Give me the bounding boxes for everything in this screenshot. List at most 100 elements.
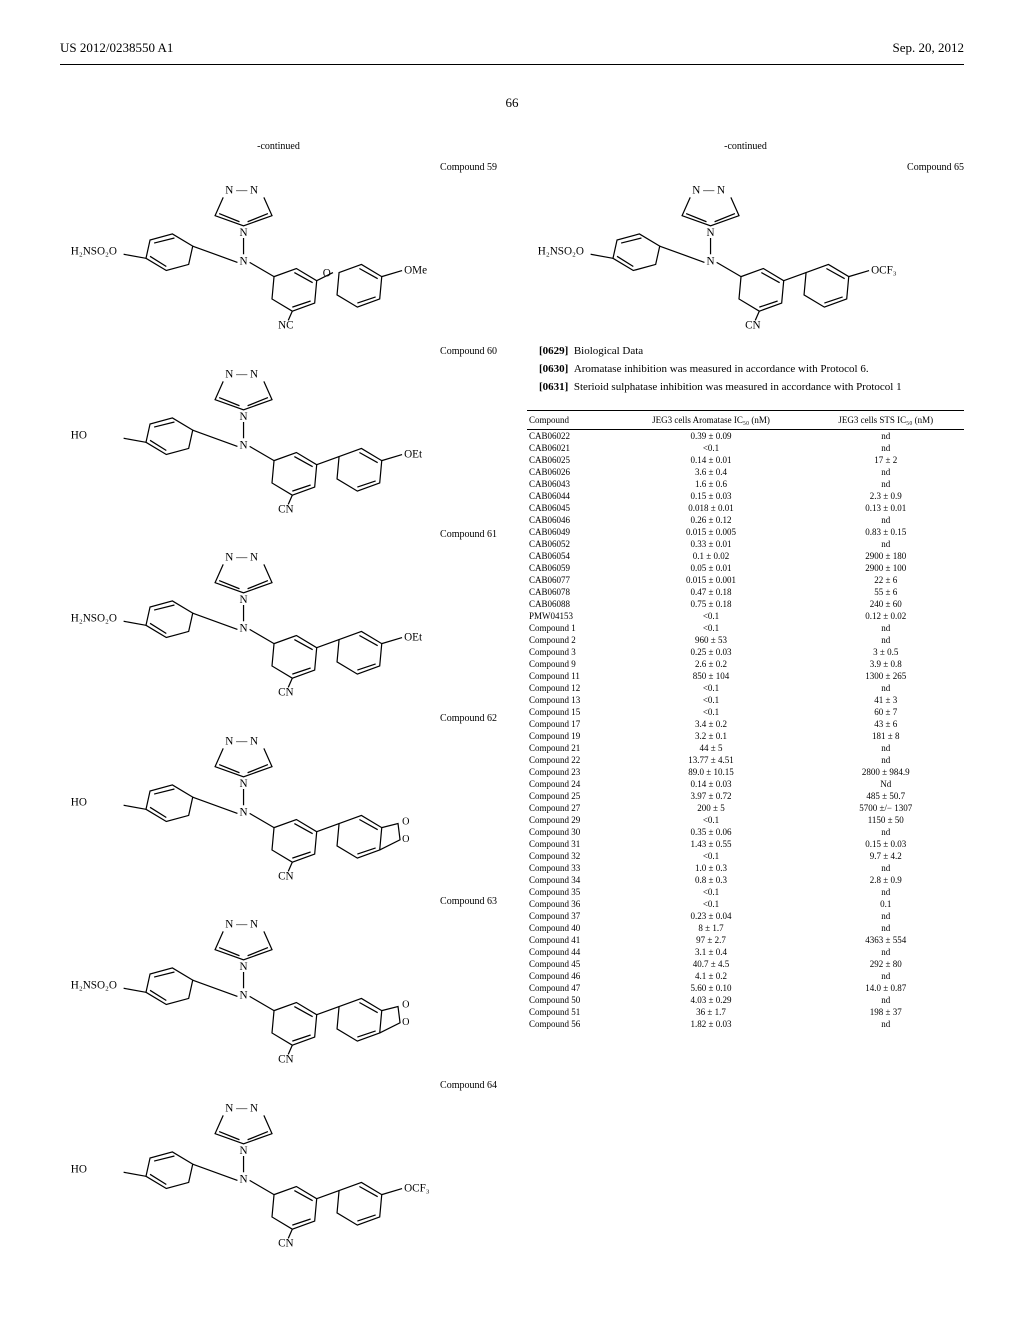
table-cell: Compound 36 [527, 898, 615, 910]
table-row: CAB060460.26 ± 0.12nd [527, 514, 964, 526]
svg-text:OEt: OEt [404, 632, 423, 644]
table-cell: 0.018 ± 0.01 [615, 502, 808, 514]
table-cell: nd [807, 538, 964, 550]
table-cell: 1.43 ± 0.55 [615, 838, 808, 850]
table-row: PMW04153<0.10.12 ± 0.02 [527, 610, 964, 622]
table-cell: 4.1 ± 0.2 [615, 970, 808, 982]
table-cell: nd [807, 478, 964, 490]
chemical-structure: N — N N N HO CN OCF₃ [60, 1093, 497, 1251]
svg-text:CN: CN [278, 1237, 294, 1249]
table-cell: nd [807, 1018, 964, 1030]
paragraph: [0631] Sterioid sulphatase inhibition wa… [527, 380, 964, 394]
table-cell: Compound 51 [527, 1006, 615, 1018]
svg-text:NC: NC [278, 319, 294, 331]
table-cell: PMW04153 [527, 610, 615, 622]
table-row: Compound 253.97 ± 0.72485 ± 50.7 [527, 790, 964, 802]
svg-text:CN: CN [278, 870, 294, 882]
table-cell: Compound 29 [527, 814, 615, 826]
table-cell: CAB06059 [527, 562, 615, 574]
svg-text:CN: CN [278, 1054, 294, 1066]
table-cell: 0.47 ± 0.18 [615, 586, 808, 598]
table-cell: 0.26 ± 0.12 [615, 514, 808, 526]
table-cell: Compound 31 [527, 838, 615, 850]
table-cell: 9.7 ± 4.2 [807, 850, 964, 862]
table-cell: 3 ± 0.5 [807, 646, 964, 658]
table-cell: 4363 ± 554 [807, 934, 964, 946]
table-cell: 0.23 ± 0.04 [615, 910, 808, 922]
table-cell: 2.3 ± 0.9 [807, 490, 964, 502]
svg-text:O: O [402, 1000, 409, 1011]
table-cell: nd [807, 862, 964, 874]
table-cell: nd [807, 910, 964, 922]
para-number: [0629] [539, 345, 568, 357]
table-cell: Compound 40 [527, 922, 615, 934]
svg-text:N — N: N — N [225, 1102, 258, 1114]
table-row: Compound 15<0.160 ± 7 [527, 706, 964, 718]
table-cell: <0.1 [615, 442, 808, 454]
table-cell: 0.13 ± 0.01 [807, 502, 964, 514]
table-cell: CAB06078 [527, 586, 615, 598]
table-cell: nd [807, 922, 964, 934]
table-cell: 22 ± 6 [807, 574, 964, 586]
table-cell: 198 ± 37 [807, 1006, 964, 1018]
svg-text:CN: CN [278, 503, 294, 515]
table-row: Compound 13<0.141 ± 3 [527, 694, 964, 706]
svg-text:N: N [239, 961, 247, 973]
table-cell: 240 ± 60 [807, 598, 964, 610]
two-column-layout: -continued Compound 59 N — N N N H₂NSO₂O… [60, 141, 964, 1257]
table-cell: CAB06043 [527, 478, 615, 490]
table-row: CAB060490.015 ± 0.0050.83 ± 0.15 [527, 526, 964, 538]
table-cell: <0.1 [615, 850, 808, 862]
table-cell: Compound 30 [527, 826, 615, 838]
table-row: Compound 92.6 ± 0.23.9 ± 0.8 [527, 658, 964, 670]
svg-text:OCF₃: OCF₃ [871, 265, 897, 277]
table-cell: 2.8 ± 0.9 [807, 874, 964, 886]
table-cell: 3.1 ± 0.4 [615, 946, 808, 958]
svg-text:O: O [402, 816, 409, 827]
table-row: Compound 32<0.19.7 ± 4.2 [527, 850, 964, 862]
table-cell: Compound 32 [527, 850, 615, 862]
table-cell: CAB06046 [527, 514, 615, 526]
svg-text:OCF₃: OCF₃ [404, 1182, 430, 1194]
svg-text:H₂NSO₂O: H₂NSO₂O [538, 245, 584, 257]
svg-text:N — N: N — N [225, 368, 258, 380]
table-row: Compound 12<0.1nd [527, 682, 964, 694]
svg-text:H₂NSO₂O: H₂NSO₂O [71, 612, 117, 624]
table-cell: 2900 ± 100 [807, 562, 964, 574]
svg-text:N: N [239, 410, 247, 422]
table-cell: 1300 ± 265 [807, 670, 964, 682]
table-cell: nd [807, 466, 964, 478]
table-cell: 2.6 ± 0.2 [615, 658, 808, 670]
left-column: -continued Compound 59 N — N N N H₂NSO₂O… [60, 141, 497, 1257]
compound-label: Compound 63 [60, 896, 497, 907]
table-row: Compound 193.2 ± 0.1181 ± 8 [527, 730, 964, 742]
svg-text:O: O [402, 833, 409, 844]
table-cell: 0.15 ± 0.03 [615, 490, 808, 502]
table-cell: 0.15 ± 0.03 [807, 838, 964, 850]
table-cell: 0.8 ± 0.3 [615, 874, 808, 886]
table-cell: 3.2 ± 0.1 [615, 730, 808, 742]
table-cell: 0.39 ± 0.09 [615, 430, 808, 443]
table-cell: Compound 46 [527, 970, 615, 982]
svg-text:N: N [239, 227, 247, 239]
table-cell: 5700 ±/− 1307 [807, 802, 964, 814]
table-cell: 0.25 ± 0.03 [615, 646, 808, 658]
table-cell: 1.6 ± 0.6 [615, 478, 808, 490]
table-row: CAB060590.05 ± 0.012900 ± 100 [527, 562, 964, 574]
table-cell: 0.33 ± 0.01 [615, 538, 808, 550]
table-cell: 89.0 ± 10.15 [615, 766, 808, 778]
chemical-structure: N — N N N H₂NSO₂O NC O OMe [60, 175, 497, 333]
table-cell: Compound 15 [527, 706, 615, 718]
table-row: Compound 1<0.1nd [527, 622, 964, 634]
table-cell: 3.9 ± 0.8 [807, 658, 964, 670]
table-cell: 1150 ± 50 [807, 814, 964, 826]
svg-text:HO: HO [71, 796, 87, 808]
table-cell: 8 ± 1.7 [615, 922, 808, 934]
table-cell: Compound 37 [527, 910, 615, 922]
table-row: CAB060250.14 ± 0.0117 ± 2 [527, 454, 964, 466]
svg-text:CN: CN [278, 686, 294, 698]
table-cell: Compound 45 [527, 958, 615, 970]
table-row: Compound 2960 ± 53nd [527, 634, 964, 646]
table-cell: 0.14 ± 0.03 [615, 778, 808, 790]
table-cell: CAB06077 [527, 574, 615, 586]
